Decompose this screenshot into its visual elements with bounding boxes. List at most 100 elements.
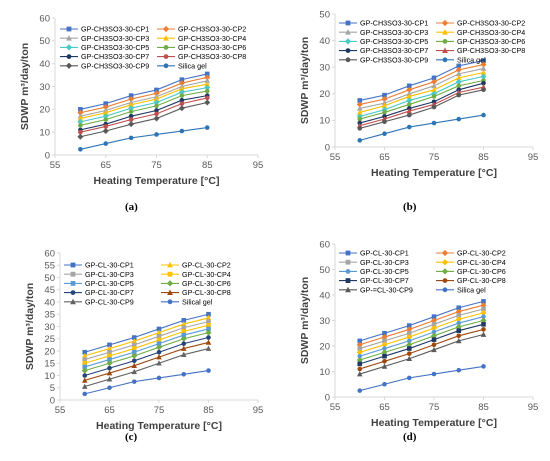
legend-entry: GP-CH3SO3-30-CP2 [457, 19, 525, 28]
legend-entry: GP-CH3SO3-30-CP5 [360, 37, 428, 46]
y-tick-label: 10 [39, 127, 50, 138]
legend-marker [163, 63, 169, 69]
data-point [78, 123, 83, 128]
data-point [82, 391, 88, 397]
y-tick-label: 60 [39, 13, 50, 24]
data-point [356, 101, 363, 108]
series-line [359, 312, 484, 353]
data-point [206, 319, 211, 324]
chart-d: 0 10 20 30 40 50 60 55 65 75 85 95 Heating Temperatu… [299, 239, 538, 429]
y-tick-label: 20 [44, 346, 55, 357]
x-tick-label: 85 [202, 160, 213, 171]
legend-marker [167, 261, 173, 268]
legend-marker [441, 19, 449, 27]
series-line [84, 348, 209, 388]
legend-marker [163, 45, 169, 50]
series-line [84, 336, 209, 377]
data-point [406, 346, 412, 351]
data-point [480, 61, 487, 68]
series-line [359, 300, 484, 342]
data-point [356, 357, 363, 364]
legend-marker [442, 47, 448, 53]
data-point [481, 306, 486, 312]
y-tick-label: 0 [325, 142, 330, 153]
data-point [381, 349, 388, 356]
legend-marker [66, 54, 72, 59]
data-point [205, 314, 212, 321]
data-point [456, 83, 462, 89]
data-point [481, 364, 486, 369]
data-point [406, 323, 412, 328]
legend-entry: GP-CH3SO3-30-CP9 [360, 55, 428, 64]
data-point [77, 115, 84, 121]
legend-entry: GP-CL-30-CP2 [182, 261, 231, 270]
y-tick-label: 40 [319, 36, 330, 47]
data-point [106, 345, 113, 351]
data-point [154, 132, 159, 137]
legend-marker [65, 62, 73, 69]
data-point [102, 128, 109, 135]
data-point [406, 90, 413, 97]
data-point [107, 365, 112, 371]
data-point [128, 109, 134, 114]
data-point [154, 103, 159, 109]
legend-entry: GP-CH3SO3-30-CP6 [178, 43, 246, 52]
y-axis-label: SDWP m³/day/ton [299, 37, 311, 124]
legend-entry: GP-CH3SO3-30-CP5 [81, 43, 149, 52]
data-point [406, 341, 413, 348]
data-point [77, 109, 84, 116]
data-point [406, 102, 412, 107]
data-point [431, 78, 437, 85]
x-tick-label: 55 [55, 405, 66, 416]
data-point [156, 360, 162, 366]
series-line [359, 365, 484, 392]
data-point [102, 113, 109, 120]
data-point [153, 115, 160, 122]
legend-marker [167, 271, 173, 277]
legend-entry: GP-CL-30-CP1 [360, 249, 409, 258]
legend-entry: GP-CH3SO3-30-CP6 [457, 37, 525, 46]
legend-marker [441, 259, 449, 266]
y-tick-label: 55 [44, 261, 55, 272]
data-point [456, 92, 462, 98]
data-point [381, 102, 388, 109]
caption-d: (d) [403, 431, 417, 443]
legend-marker [344, 38, 352, 45]
data-point [204, 99, 211, 106]
data-point [431, 322, 437, 327]
y-tick-label: 0 [50, 395, 55, 406]
data-point [357, 361, 363, 367]
y-tick-label: 30 [319, 316, 330, 327]
data-point [356, 341, 363, 348]
data-point [382, 346, 387, 351]
series-line [359, 333, 484, 375]
data-point [106, 376, 113, 382]
legend-marker [70, 281, 76, 286]
legend-entry: GP-CH3SO3-30-CP4 [178, 34, 246, 43]
data-point [180, 351, 187, 357]
data-point [480, 65, 487, 71]
y-tick-label: 5 [50, 383, 55, 394]
series-line [84, 332, 209, 372]
legend-entry: GP-CH3SO3-30-CP8 [178, 52, 246, 61]
series-line [84, 317, 209, 357]
series-line [359, 60, 484, 101]
x-tick-label: 75 [429, 152, 440, 163]
data-point [431, 346, 437, 353]
caption-c: (c) [125, 431, 138, 443]
y-tick-label: 40 [319, 290, 330, 301]
series-line [84, 313, 209, 353]
data-point [382, 359, 387, 364]
series-line [84, 341, 209, 381]
legend-marker [166, 280, 174, 287]
legend-entry: Silical gel [182, 297, 213, 306]
legend-entry: GP-CH3SO3-30-CP7 [360, 46, 428, 55]
data-point [456, 63, 462, 69]
legend-marker [163, 35, 169, 41]
legend-marker [345, 286, 351, 293]
legend-marker [442, 29, 448, 35]
series-line [80, 127, 208, 150]
data-point [131, 379, 137, 384]
data-point [356, 105, 363, 111]
